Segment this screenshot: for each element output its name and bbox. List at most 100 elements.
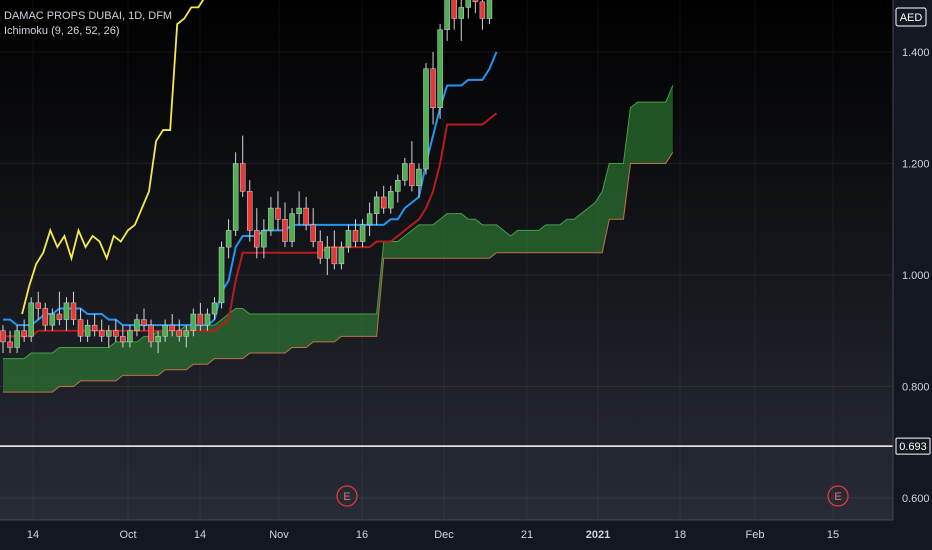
candle xyxy=(21,319,27,342)
candle-body xyxy=(127,330,133,343)
time-tick-label: Dec xyxy=(434,529,454,541)
earnings-circle xyxy=(827,485,849,507)
candle-body xyxy=(261,230,267,248)
price-tick-label: 1.400 xyxy=(902,47,930,59)
candle-body xyxy=(366,213,373,226)
candle-body xyxy=(211,302,218,315)
candle-body xyxy=(239,163,246,192)
price-tick-label: 0.600 xyxy=(902,493,930,505)
candle xyxy=(98,319,105,342)
candle-body xyxy=(14,330,20,348)
senkou-b-line xyxy=(3,152,674,393)
candle-body xyxy=(134,319,140,332)
candle-body xyxy=(176,330,182,337)
chart-legend: DAMAC PROPS DUBAI, 1D, DFM Ichimoku (9, … xyxy=(4,9,172,39)
candle xyxy=(324,235,331,275)
candle xyxy=(479,0,486,30)
candle xyxy=(423,63,429,175)
candle-body xyxy=(465,0,472,8)
candle xyxy=(190,308,197,337)
candle-body xyxy=(444,0,450,30)
candle xyxy=(254,208,260,259)
candle xyxy=(430,52,436,125)
candle xyxy=(204,308,211,331)
time-tick-label: 18 xyxy=(674,529,686,541)
candle xyxy=(63,297,70,331)
indicator-title[interactable]: Ichimoku (9, 26, 52, 26) xyxy=(4,25,120,37)
candle xyxy=(261,219,267,259)
candle xyxy=(225,219,232,259)
candle xyxy=(0,325,6,354)
candle-body xyxy=(479,1,486,19)
candle-body xyxy=(162,324,168,337)
candle xyxy=(176,319,182,342)
time-axis-bg xyxy=(0,520,932,550)
candle xyxy=(70,291,77,326)
currency-label: AED xyxy=(900,12,923,24)
candle-body xyxy=(63,302,70,320)
candle-body xyxy=(324,246,331,259)
price-label: 0.693 xyxy=(895,437,931,455)
candle xyxy=(444,0,450,41)
currency-box xyxy=(895,7,927,27)
candle xyxy=(169,314,175,337)
candle-body xyxy=(21,330,27,337)
candle-body xyxy=(275,207,281,220)
candle xyxy=(247,180,253,242)
candle xyxy=(84,319,91,342)
candle-body xyxy=(289,213,295,242)
cloud-fill xyxy=(3,85,673,393)
candle-body xyxy=(91,324,98,331)
candle xyxy=(141,308,147,331)
price-tick-label: 1.000 xyxy=(902,270,930,282)
candle xyxy=(42,302,49,331)
candle-body xyxy=(98,330,105,337)
candle-body xyxy=(268,207,274,231)
candle-body xyxy=(310,224,316,242)
candle xyxy=(49,308,56,331)
candle-body xyxy=(84,324,91,337)
candle-body xyxy=(388,191,394,209)
candle-body xyxy=(472,0,479,3)
candle-body xyxy=(451,0,457,19)
candle xyxy=(14,325,20,354)
candle xyxy=(395,174,401,203)
candle-body xyxy=(352,230,359,242)
time-axis: 14 Oct 14 Nov 16 Dec 21 2021 18 Feb 15 xyxy=(0,519,932,550)
candle xyxy=(486,0,493,25)
candle-body xyxy=(35,302,41,309)
candle xyxy=(472,0,479,13)
candles xyxy=(0,0,493,354)
candle xyxy=(56,291,63,326)
candle xyxy=(296,191,302,225)
candle-body xyxy=(247,191,253,231)
candle xyxy=(155,330,161,354)
candle-body xyxy=(296,207,302,214)
horizontal-levels xyxy=(0,445,893,447)
candle xyxy=(127,325,133,348)
candle-body xyxy=(458,7,464,19)
candle-body xyxy=(70,302,77,320)
earnings-circle xyxy=(336,485,358,507)
candle xyxy=(303,196,309,231)
candle xyxy=(373,191,380,225)
time-tick-label: 2021 xyxy=(586,529,610,541)
candle xyxy=(211,297,218,320)
price-axis-bg xyxy=(893,0,932,550)
candle xyxy=(366,202,373,236)
candle xyxy=(289,208,295,248)
candle xyxy=(345,224,352,253)
candle-body xyxy=(190,313,197,331)
candle-body xyxy=(218,246,225,304)
candle-body xyxy=(169,324,175,331)
candle-body xyxy=(183,330,190,337)
candle-body xyxy=(77,319,84,337)
senkou-a-line xyxy=(3,85,674,360)
candle-body xyxy=(359,224,366,242)
candle-body xyxy=(197,313,204,326)
symbol-title[interactable]: DAMAC PROPS DUBAI, 1D, DFM xyxy=(4,10,173,22)
candle xyxy=(91,314,98,337)
candle-body xyxy=(395,179,401,192)
candle xyxy=(451,0,457,30)
